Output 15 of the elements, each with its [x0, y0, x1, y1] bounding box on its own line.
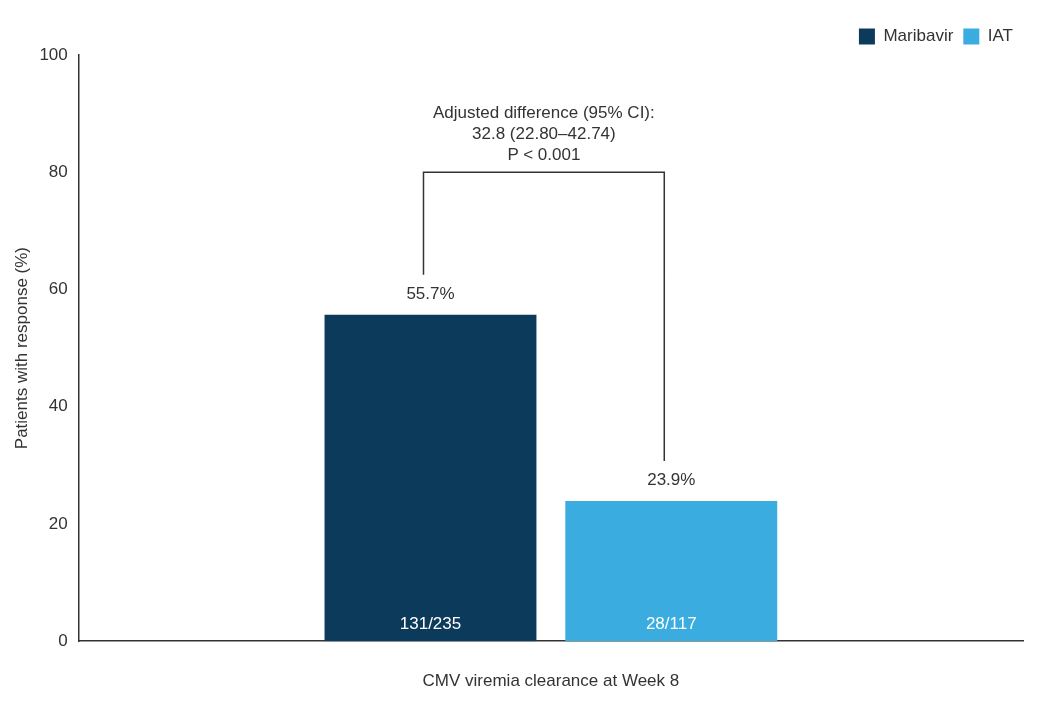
y-tick-label: 20 — [48, 513, 68, 533]
annotation: Adjusted difference (95% CI): 32.8 (22.80–42.74) P < 0.001 — [433, 103, 655, 165]
y-tick-label: 100 — [39, 44, 68, 64]
legend-label: IAT — [987, 26, 1013, 46]
x-axis-title: CMV viremia clearance at Week 8 — [422, 671, 680, 691]
y-tick-label: 80 — [48, 161, 68, 181]
y-tick-label: 40 — [48, 396, 68, 416]
y-axis-title: Patients with response (%) — [11, 247, 31, 450]
y-tick-label: 60 — [48, 279, 68, 299]
annotation: 131/235 — [399, 614, 462, 634]
legend-label: Maribavir — [883, 26, 954, 46]
annotation: 28/117 — [645, 614, 697, 634]
y-tick-label: 0 — [58, 630, 68, 650]
data-label: 23.9% — [647, 470, 696, 490]
data-label: 55.7% — [406, 283, 455, 303]
